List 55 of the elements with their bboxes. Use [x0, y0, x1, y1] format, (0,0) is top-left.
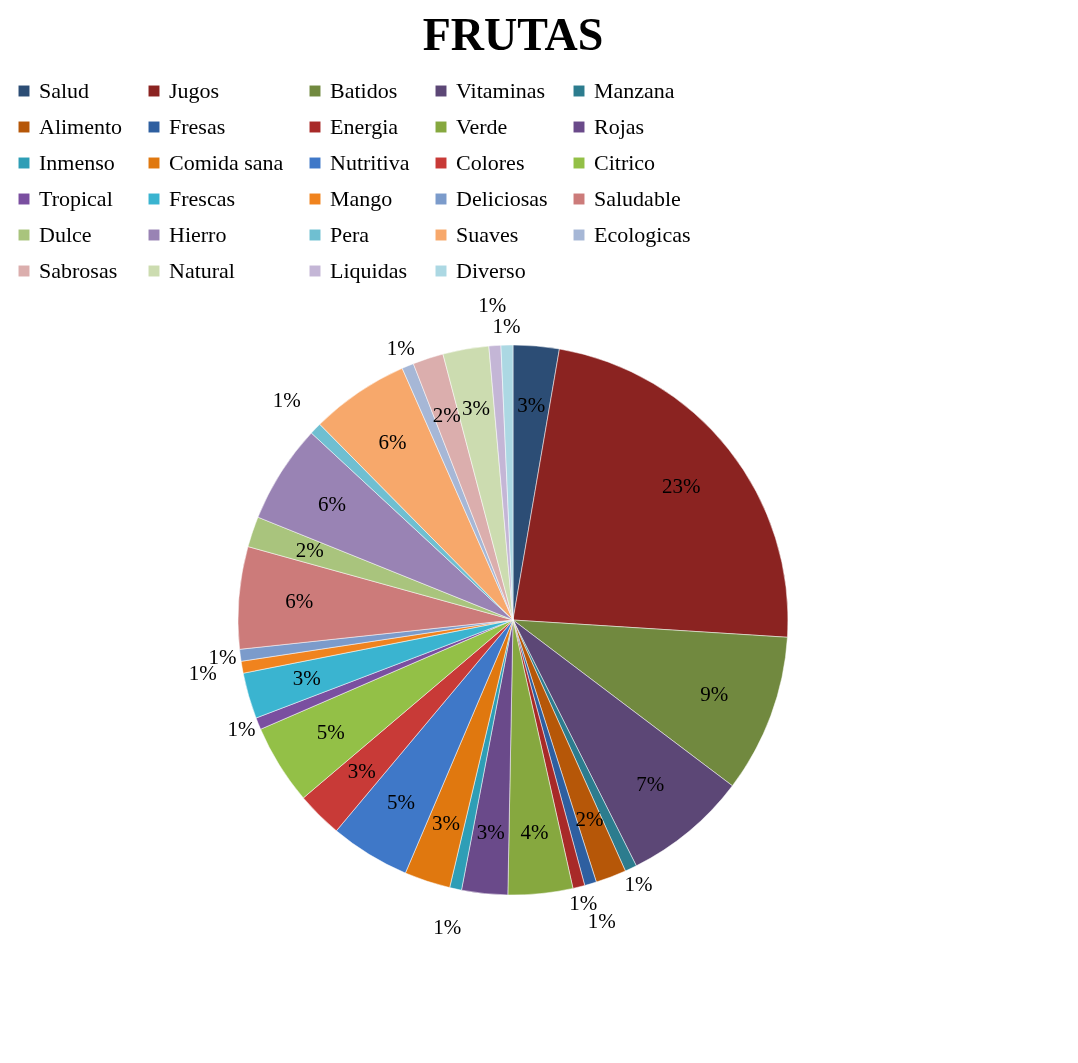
- legend-label: Salud: [39, 78, 90, 103]
- legend-label: Liquidas: [330, 258, 407, 283]
- data-label: 3%: [517, 393, 546, 418]
- chart-title: FRUTAS: [422, 9, 604, 60]
- data-label: 6%: [378, 429, 407, 454]
- data-label: 3%: [347, 759, 376, 784]
- legend-label: Alimento: [39, 114, 123, 139]
- legend-label: Suaves: [456, 222, 519, 247]
- data-label: 1%: [272, 387, 301, 412]
- legend-label: Mango: [330, 186, 393, 211]
- data-label: 3%: [476, 820, 505, 845]
- data-label: 3%: [432, 810, 461, 835]
- data-label: 1%: [433, 915, 462, 940]
- data-label: 1%: [227, 717, 256, 742]
- data-label: 5%: [316, 720, 345, 745]
- data-label: 2%: [432, 403, 461, 427]
- legend-label: Nutritiva: [330, 150, 410, 175]
- legend-label: Rojas: [594, 114, 645, 139]
- data-label: 6%: [285, 589, 314, 614]
- legend-label: Citrico: [594, 150, 656, 175]
- legend-label: Manzana: [594, 78, 675, 103]
- legend-label: Frescas: [169, 186, 235, 211]
- legend-label: Natural: [169, 258, 235, 283]
- data-label: 6%: [317, 492, 346, 517]
- legend-label: Colores: [456, 150, 525, 175]
- data-label: 1%: [624, 871, 653, 896]
- legend-label: Energia: [330, 114, 399, 139]
- data-label: 3%: [292, 666, 321, 691]
- legend-label: Saludable: [594, 186, 681, 211]
- legend-label: Inmenso: [39, 150, 115, 175]
- data-label: 1%: [478, 292, 507, 317]
- data-label: 7%: [636, 771, 665, 796]
- data-label: 23%: [661, 473, 701, 498]
- legend-label: Deliciosas: [456, 186, 548, 211]
- legend-label: Verde: [456, 114, 508, 139]
- legend-label: Pera: [330, 222, 370, 247]
- legend-label: Jugos: [169, 78, 220, 103]
- data-label: 2%: [295, 538, 324, 563]
- data-label: 4%: [520, 820, 549, 845]
- legend-label: Diverso: [456, 258, 526, 283]
- data-label: 1%: [386, 336, 415, 361]
- data-label: 3%: [462, 395, 491, 420]
- legend-label: Vitaminas: [456, 78, 546, 103]
- legend-label: Hierro: [169, 222, 227, 247]
- legend-label: Comida sana: [169, 150, 284, 175]
- legend-label: Batidos: [330, 78, 398, 103]
- data-label: 9%: [700, 681, 729, 706]
- data-label: 1%: [492, 314, 521, 339]
- legend-label: Ecologicas: [594, 222, 691, 247]
- legend-label: Dulce: [39, 222, 92, 247]
- legend-label: Fresas: [169, 114, 226, 139]
- legend-label: Sabrosas: [39, 258, 118, 283]
- data-label: 1%: [587, 909, 616, 934]
- legend-label: Tropical: [39, 186, 113, 211]
- data-label: 5%: [386, 789, 415, 814]
